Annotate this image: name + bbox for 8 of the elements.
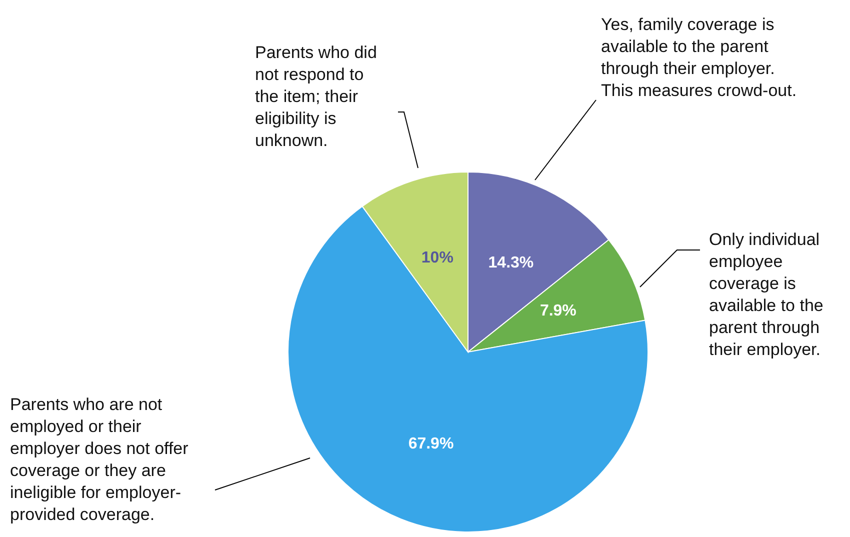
data-label: 14.3% bbox=[488, 254, 534, 272]
data-label: 7.9% bbox=[540, 302, 576, 320]
data-label: 67.9% bbox=[408, 435, 454, 452]
slice-label: Yes, family coverage is available to the parent through their employer. This measures crowd-out. bbox=[601, 15, 797, 100]
slice-label: Parents who did not respond to the item; their eligibility is unknown. bbox=[255, 43, 377, 150]
data-label: 10% bbox=[421, 249, 454, 266]
slice-label: Parents who are not employed or their employer does not offer coverage or they are ineligible for employer-provided coverage. bbox=[10, 395, 189, 524]
slice-label: Only individual employee coverage is available to the parent through their employer. bbox=[709, 230, 824, 359]
